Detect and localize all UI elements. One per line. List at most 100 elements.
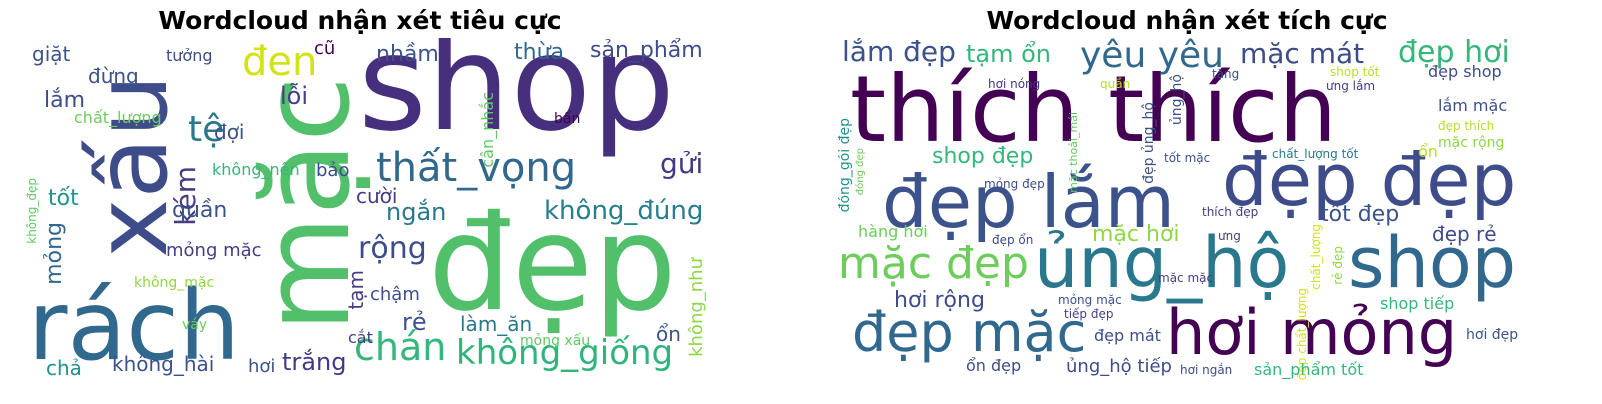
negative-wordcloud: shop đẹp mặc xấu rách thất_vọng đen chán không_g… bbox=[10, 38, 710, 390]
right-cloud-word: yêu yêu bbox=[1080, 38, 1224, 76]
right-cloud-word: hơi nóng bbox=[988, 77, 1041, 91]
left-cloud-word: chán bbox=[354, 325, 447, 369]
right-cloud-word: ủng_hộ bbox=[1034, 222, 1290, 304]
left-cloud-word: giặt bbox=[32, 42, 71, 66]
right-cloud-word: đẹp ổn bbox=[992, 233, 1034, 247]
right-cloud-word: mặc hơi bbox=[1092, 222, 1180, 247]
left-cloud-word: cũ bbox=[314, 38, 336, 59]
right-cloud-word: tốt mặc bbox=[1164, 151, 1211, 165]
left-cloud-word: nhầm bbox=[376, 42, 439, 67]
left-cloud-word: trắng bbox=[282, 348, 347, 376]
left-cloud-word: gửi bbox=[660, 147, 704, 180]
left-cloud-word: sản_phẩm bbox=[590, 38, 703, 63]
right-cloud-word: hàng hơi bbox=[858, 222, 928, 241]
left-cloud-word: hơi bbox=[248, 356, 276, 377]
right-cloud-word: ổn đẹp bbox=[966, 356, 1022, 375]
left-cloud-word: cắt bbox=[348, 328, 373, 347]
right-cloud-word: tốt đẹp bbox=[1320, 202, 1400, 227]
right-cloud-word: thích thích bbox=[850, 56, 1337, 163]
left-cloud-word: không_như bbox=[686, 258, 707, 357]
right-cloud-word: tạm ổn bbox=[966, 40, 1052, 68]
right-cloud-word: đẹp shop bbox=[1428, 62, 1502, 81]
right-cloud-word: mặc rộng bbox=[1438, 135, 1505, 151]
left-cloud-word: tưởng bbox=[166, 46, 213, 65]
right-cloud-word: lắm mặc bbox=[1438, 96, 1508, 115]
right-cloud-word: đóng_gói đẹp bbox=[838, 118, 853, 213]
left-cloud-word: quần bbox=[172, 198, 228, 223]
left-cloud-word: không_đẹp bbox=[25, 178, 39, 244]
right-cloud-word: hơi mỏng bbox=[1166, 296, 1458, 369]
left-cloud-word: không_mặc bbox=[134, 275, 215, 291]
left-cloud-word: đẹp bbox=[428, 187, 677, 341]
right-cloud-word: hơi ngắn bbox=[1180, 363, 1233, 377]
right-cloud-word: mặc mát bbox=[1240, 38, 1365, 70]
left-cloud-word: tạm bbox=[344, 270, 368, 310]
right-cloud-word: thích đẹp bbox=[1202, 205, 1259, 219]
left-cloud-word: đen bbox=[242, 39, 318, 85]
right-cloud-word: đẹp mặc bbox=[852, 301, 1087, 364]
right-cloud-word: ưng lắm bbox=[1326, 79, 1376, 93]
right-cloud-word: đóng đẹp bbox=[855, 148, 866, 196]
left-cloud-word: rộng bbox=[358, 231, 427, 266]
right-cloud-word: ổn bbox=[1418, 142, 1438, 161]
right-cloud-word: mặc thoải_mái bbox=[1067, 112, 1080, 193]
right-cloud-word: chất_lượng bbox=[1309, 224, 1323, 290]
right-cloud-word: tiếp đẹp bbox=[1064, 307, 1114, 321]
left-cloud-word: thất_vọng bbox=[376, 145, 577, 191]
left-cloud-word: không_giống bbox=[456, 333, 674, 373]
left-cloud-word: mỏng mặc bbox=[166, 240, 262, 261]
right-cloud-word: quần bbox=[1100, 77, 1131, 91]
positive-wordcloud: thích thích đẹp lắm đẹp đẹp ủng_hộ shop hơi m… bbox=[838, 38, 1538, 390]
left-cloud-word: không_nên bbox=[212, 160, 300, 179]
right-cloud-word: lắm đẹp bbox=[842, 38, 956, 68]
left-cloud-word: ngắn bbox=[386, 198, 447, 226]
right-cloud-word: sản_phẩm tốt bbox=[1254, 360, 1364, 379]
left-cloud-word: shop bbox=[358, 38, 675, 161]
right-cloud-word: mỏng mặc bbox=[1058, 293, 1122, 307]
left-cloud-word: mỏng bbox=[42, 222, 67, 285]
left-cloud-word: tốt bbox=[48, 186, 79, 211]
right-cloud-word: shop tốt bbox=[1330, 65, 1380, 79]
right-cloud-word: tặng bbox=[1212, 67, 1240, 81]
right-cloud-word: shop bbox=[1348, 222, 1517, 304]
left-cloud-word: xấu bbox=[73, 74, 190, 258]
left-cloud-word: cười bbox=[356, 184, 398, 208]
right-cloud-word: đẹp đẹp bbox=[1222, 138, 1517, 222]
left-cloud-word: váy bbox=[182, 317, 208, 333]
right-cloud-word: ưng bbox=[1218, 229, 1241, 243]
right-cloud-word: đẹp ủng_hộ bbox=[1141, 102, 1157, 184]
left-cloud-word: bảo bbox=[316, 160, 350, 181]
left-cloud-word: đừng bbox=[88, 64, 139, 88]
right-cloud-word: chất_lượng tốt bbox=[1272, 147, 1359, 161]
right-cloud-word: mặc đẹp bbox=[838, 238, 1029, 289]
right-cloud-word: hơi rộng bbox=[894, 288, 985, 313]
right-cloud-word: ủng_hộ tiếp bbox=[1066, 356, 1172, 377]
left-cloud-word: chất_lượng bbox=[74, 108, 162, 127]
left-cloud-word: chậm bbox=[370, 284, 420, 305]
left-cloud-word: ổn bbox=[656, 322, 681, 346]
right-cloud-word: đẹp mát bbox=[1094, 326, 1161, 345]
right-cloud-word: mỏng đẹp bbox=[984, 177, 1045, 191]
left-cloud-word: bẩn bbox=[554, 111, 581, 127]
left-chart-title: Wordcloud nhận xét tiêu cực bbox=[158, 6, 562, 35]
left-cloud-word: thừa bbox=[514, 40, 564, 65]
right-cloud-word: ủng_hộ bbox=[1169, 74, 1185, 126]
left-cloud-word: làm_ăn bbox=[460, 312, 533, 336]
left-cloud-word: rách bbox=[28, 270, 240, 382]
left-cloud-word: mỏng xấu bbox=[520, 333, 591, 349]
left-cloud-word: lỗi bbox=[280, 82, 309, 110]
left-cloud-word: đợi bbox=[214, 120, 245, 144]
right-cloud-word: đẹp lắm bbox=[882, 160, 1175, 244]
right-cloud-word: mặc mặc bbox=[1158, 271, 1214, 285]
left-cloud-word: tệ bbox=[188, 109, 225, 150]
left-cloud-word: cân_nhắc bbox=[478, 92, 497, 168]
left-cloud-word: không_hài bbox=[112, 352, 215, 376]
left-cloud-word: không_đúng bbox=[544, 196, 704, 226]
right-cloud-word: shop đẹp bbox=[932, 144, 1034, 169]
right-cloud-word: đẹp hơi bbox=[1398, 38, 1510, 70]
right-cloud-word: rẻ đẹp bbox=[1331, 246, 1345, 285]
right-cloud-word: shop tiếp bbox=[1380, 294, 1455, 313]
left-cloud-word: rẻ bbox=[402, 308, 427, 336]
right-cloud-word: đẹp thích bbox=[1438, 119, 1495, 133]
right-cloud-word: hơi đẹp bbox=[1466, 327, 1519, 343]
